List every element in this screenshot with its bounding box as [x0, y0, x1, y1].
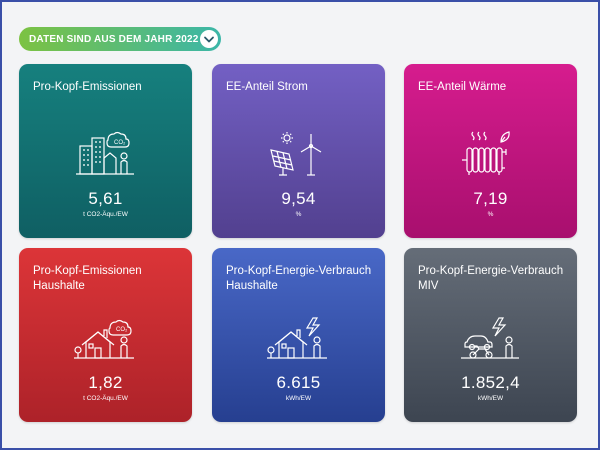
card-unit: %	[487, 211, 494, 218]
card-ee-anteil-waerme[interactable]: EE-Anteil Wärme 7,19 %	[404, 64, 577, 238]
card-value: 1,82	[88, 373, 123, 392]
solar-wind-icon	[212, 132, 385, 176]
card-unit: t CO2-Äqu./EW	[83, 395, 128, 402]
card-title: Pro-Kopf-Energie-Verbrauch MIV	[418, 265, 564, 292]
card-title: EE-Anteil Wärme	[418, 81, 507, 93]
co2-label: CO₂	[114, 140, 126, 146]
card-pro-kopf-emissionen-haushalte[interactable]: Pro-Kopf-Emissionen Haushalte CO₂ 1,82 t…	[19, 248, 192, 422]
co2-label: CO₂	[116, 327, 128, 333]
card-pro-kopf-energie-verbrauch-haushalte[interactable]: Pro-Kopf-Energie-Verbrauch Haushalte 6.6…	[212, 248, 385, 422]
card-title: Pro-Kopf-Emissionen Haushalte	[33, 265, 142, 292]
card-value: 6.615	[276, 373, 321, 392]
card-title: Pro-Kopf-Energie-Verbrauch Haushalte	[226, 265, 372, 292]
card-title: EE-Anteil Strom	[226, 81, 308, 93]
house-co2-icon: CO₂	[19, 316, 192, 360]
card-title: Pro-Kopf-Emissionen	[33, 81, 142, 93]
card-value: 1.852,4	[461, 373, 520, 392]
radiator-icon	[404, 131, 577, 176]
card-unit: kWh/EW	[477, 395, 504, 402]
card-ee-anteil-strom[interactable]: EE-Anteil Strom 9,54 %	[212, 64, 385, 238]
chevron-down-icon[interactable]	[200, 30, 218, 48]
card-unit: %	[295, 211, 302, 218]
vehicles-energy-icon	[404, 316, 577, 360]
card-value: 7,19	[473, 189, 508, 208]
card-unit: t CO2-Äqu./EW	[83, 211, 128, 218]
card-pro-kopf-emissionen[interactable]: Pro-Kopf-Emissionen CO₂ 5,61 t CO2-Äqu./…	[19, 64, 192, 238]
city-co2-icon: CO₂	[19, 131, 192, 176]
card-value: 5,61	[88, 189, 123, 208]
card-pro-kopf-energie-verbrauch-miv[interactable]: Pro-Kopf-Energie-Verbrauch MIV 1.852,4 k…	[404, 248, 577, 422]
year-filter-label: DATEN SIND AUS DEM JAHR 2022	[29, 33, 199, 45]
house-energy-icon	[212, 316, 385, 360]
card-unit: kWh/EW	[285, 395, 312, 402]
card-value: 9,54	[281, 189, 316, 208]
year-filter-dropdown[interactable]: DATEN SIND AUS DEM JAHR 2022	[19, 27, 221, 51]
